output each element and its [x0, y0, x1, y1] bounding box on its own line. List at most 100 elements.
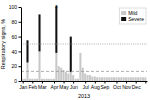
- bar: [67, 73, 69, 74]
- axis-line: [21, 8, 22, 82]
- tick-mark: [145, 81, 146, 84]
- tick: Mar: [38, 81, 47, 90]
- bar: [38, 51, 40, 81]
- tick-label: 80: [11, 19, 17, 25]
- tick: Jun: [70, 81, 78, 90]
- tick-label: Apr: [51, 84, 59, 90]
- tick-label: May: [59, 84, 69, 90]
- tick-label: 40: [11, 49, 17, 55]
- bar: [79, 53, 81, 81]
- bar: [89, 75, 91, 76]
- bar: [77, 79, 79, 81]
- bar: [120, 77, 122, 81]
- bar: [24, 78, 26, 79]
- tick: [145, 81, 146, 84]
- bar: [53, 79, 55, 81]
- tick: Feb: [28, 81, 37, 90]
- tick-mark: [19, 66, 22, 67]
- bar: [58, 66, 60, 81]
- chart: JanFebMarAprMayJunJulAugSepOctNovDec0204…: [0, 0, 150, 100]
- bar: [29, 78, 31, 79]
- bar: [135, 77, 137, 81]
- bar: [79, 52, 81, 53]
- bar: [55, 53, 57, 81]
- bar: [48, 78, 50, 79]
- bar: [94, 76, 96, 77]
- bar: [103, 77, 105, 81]
- bar: [101, 77, 103, 78]
- bar: [48, 79, 50, 81]
- bar: [34, 78, 36, 79]
- bar: [101, 77, 103, 81]
- bar: [58, 66, 60, 67]
- bar: [106, 77, 108, 78]
- bar: [36, 78, 38, 79]
- bar: [135, 77, 137, 78]
- y-axis-title: Respiratory signs, %: [0, 19, 6, 70]
- y-axis: 0 20 40 60 80 100: [9, 4, 22, 84]
- bar: [46, 79, 48, 81]
- tick-label: 100: [9, 4, 18, 10]
- tick: May: [59, 81, 69, 90]
- tick: Oct: [113, 81, 121, 90]
- bar: [70, 72, 72, 81]
- tick: 40: [11, 49, 21, 55]
- bar: [144, 77, 146, 81]
- bar: [132, 77, 134, 78]
- bar: [118, 77, 120, 78]
- tick: Nov: [122, 81, 131, 90]
- plot: JanFebMarAprMayJunJulAugSepOctNovDec0204…: [9, 4, 148, 90]
- bar: [75, 78, 77, 79]
- tick-label: Oct: [113, 84, 121, 90]
- tick: 80: [11, 19, 21, 25]
- marks: [21, 7, 147, 81]
- annotation: *: [55, 4, 58, 11]
- bar: [99, 77, 101, 78]
- bar: [142, 77, 144, 78]
- bar: [60, 68, 62, 81]
- bar: [113, 77, 115, 81]
- bar: [137, 77, 139, 81]
- tick-label: Nov: [122, 84, 131, 90]
- bar: [123, 77, 125, 81]
- tick: 20: [11, 63, 21, 69]
- bar: [144, 77, 146, 78]
- tick-label: Jul: [82, 84, 88, 90]
- bar: [113, 77, 115, 78]
- bar: [51, 78, 53, 79]
- bar: [82, 67, 84, 68]
- tick-label: Dec: [132, 84, 141, 90]
- bar-series: [22, 51, 147, 81]
- tick-label: Jan: [19, 84, 27, 90]
- tick: Dec: [132, 81, 141, 90]
- bar: [89, 75, 91, 81]
- bar: [43, 78, 45, 79]
- bar: [132, 77, 134, 81]
- bar: [53, 78, 55, 79]
- bar: [87, 75, 89, 81]
- tick-label: Aug: [91, 84, 100, 90]
- bar: [70, 37, 72, 73]
- bar: [130, 77, 132, 78]
- bar: [127, 77, 129, 81]
- tick: 60: [11, 34, 21, 40]
- bar: [38, 14, 40, 51]
- legend-item: Severe: [121, 16, 144, 22]
- bar: [29, 79, 31, 81]
- bar: [130, 77, 132, 81]
- tick-mark: [19, 81, 22, 82]
- tick-label: 0: [14, 78, 17, 84]
- reference-line: [21, 44, 147, 45]
- bar: [72, 75, 74, 81]
- bar: [34, 79, 36, 81]
- tick: Jan: [19, 81, 27, 90]
- tick-label: 20: [11, 63, 17, 69]
- tick-mark: [19, 51, 22, 52]
- bar: [46, 78, 48, 79]
- bar: [120, 77, 122, 78]
- bar: [139, 77, 141, 81]
- x-axis-title: 2013: [78, 93, 90, 99]
- bar: [41, 78, 43, 79]
- bar: [96, 77, 98, 81]
- bar: [108, 77, 110, 78]
